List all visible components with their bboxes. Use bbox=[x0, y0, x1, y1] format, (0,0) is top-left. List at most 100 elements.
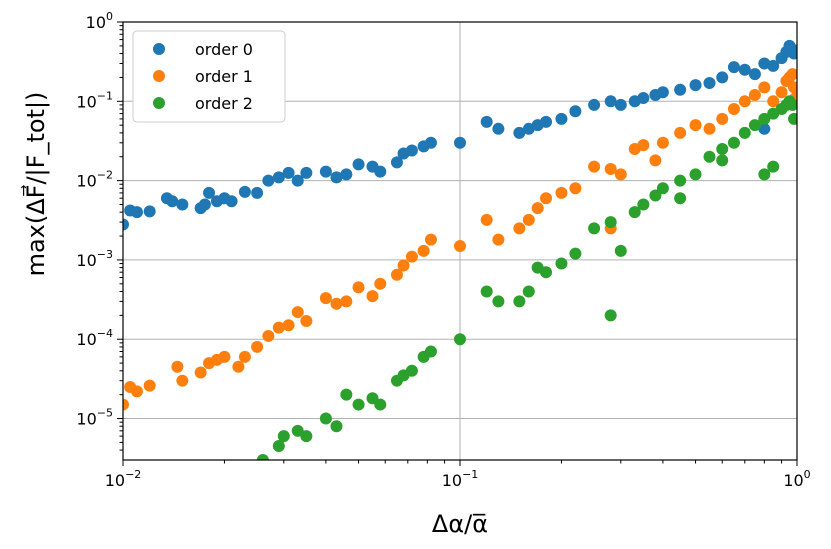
x-tick-label: 10−2 bbox=[105, 468, 142, 490]
y-tick-label: 100 bbox=[86, 10, 113, 32]
data-point bbox=[300, 430, 313, 443]
data-point bbox=[480, 115, 493, 128]
data-point bbox=[130, 206, 143, 219]
data-point bbox=[767, 59, 780, 72]
data-point bbox=[424, 233, 437, 246]
data-point bbox=[716, 143, 729, 156]
data-point bbox=[319, 292, 332, 305]
y-tick-label: 10−1 bbox=[76, 89, 113, 111]
data-point bbox=[272, 321, 285, 334]
data-point bbox=[727, 61, 740, 74]
data-point bbox=[656, 182, 669, 195]
data-point bbox=[716, 112, 729, 125]
data-point bbox=[352, 281, 365, 294]
data-point bbox=[232, 360, 245, 373]
data-point bbox=[555, 257, 568, 270]
data-point bbox=[738, 95, 751, 108]
data-point bbox=[522, 213, 535, 226]
data-point bbox=[748, 68, 761, 81]
data-point bbox=[130, 385, 143, 398]
y-tick-label: 10−3 bbox=[76, 248, 113, 270]
data-point bbox=[374, 398, 387, 411]
data-point bbox=[262, 329, 275, 342]
x-tick-label: 100 bbox=[783, 468, 810, 490]
data-point bbox=[614, 244, 627, 257]
data-point bbox=[786, 98, 797, 111]
y-tick-label: 10−4 bbox=[76, 327, 113, 349]
axis-ticks: 10−2 10−1 100 10−5 10−4 10−3 10−2 10−1 100 bbox=[76, 10, 810, 490]
data-point bbox=[424, 345, 437, 358]
y-tick-label: 10−5 bbox=[76, 407, 113, 429]
y-axis-label: max(ΔF⃗/|F_tot|) bbox=[21, 92, 50, 277]
data-point bbox=[604, 216, 617, 229]
data-point bbox=[522, 285, 535, 298]
data-point bbox=[492, 233, 505, 246]
data-point bbox=[637, 92, 650, 105]
data-point bbox=[569, 247, 582, 260]
data-point bbox=[656, 86, 669, 99]
data-point bbox=[319, 165, 332, 178]
data-point bbox=[540, 266, 553, 279]
data-point bbox=[513, 295, 526, 308]
x-axis-label: Δα/α̅ bbox=[432, 510, 488, 538]
data-point bbox=[716, 71, 729, 84]
data-point bbox=[738, 126, 751, 139]
data-point bbox=[604, 163, 617, 176]
data-point bbox=[569, 182, 582, 195]
data-point bbox=[454, 136, 466, 149]
data-point bbox=[397, 259, 410, 272]
data-point bbox=[251, 186, 264, 199]
data-point bbox=[758, 122, 771, 135]
data-point bbox=[758, 81, 771, 94]
data-point bbox=[330, 420, 343, 433]
data-point bbox=[492, 122, 505, 135]
data-point bbox=[758, 112, 771, 125]
data-point bbox=[555, 186, 568, 199]
data-point bbox=[282, 166, 295, 179]
data-point bbox=[340, 295, 353, 308]
data-point bbox=[218, 350, 231, 363]
y-tick-label: 10−2 bbox=[76, 169, 113, 191]
data-point bbox=[272, 171, 285, 184]
data-point bbox=[340, 168, 353, 181]
data-point bbox=[703, 77, 716, 90]
data-point bbox=[291, 306, 304, 319]
data-point bbox=[727, 102, 740, 115]
data-point bbox=[300, 314, 313, 327]
data-point bbox=[703, 122, 716, 135]
data-point bbox=[225, 195, 238, 208]
data-points bbox=[123, 39, 797, 460]
data-point bbox=[203, 186, 216, 199]
data-point bbox=[390, 268, 403, 281]
data-point bbox=[330, 171, 343, 184]
data-point bbox=[540, 115, 553, 128]
data-point bbox=[588, 160, 601, 173]
series-1 bbox=[123, 68, 797, 411]
data-point bbox=[291, 424, 304, 437]
data-point bbox=[614, 168, 627, 181]
data-point bbox=[689, 79, 702, 92]
data-point bbox=[194, 366, 207, 379]
data-point bbox=[272, 440, 285, 453]
data-point bbox=[123, 218, 129, 231]
data-point bbox=[689, 168, 702, 181]
data-point bbox=[513, 126, 526, 139]
data-point bbox=[767, 95, 780, 108]
legend-marker bbox=[153, 70, 165, 82]
data-point bbox=[604, 95, 617, 108]
data-point bbox=[656, 136, 669, 149]
data-point bbox=[492, 295, 505, 308]
data-point bbox=[374, 165, 387, 178]
data-point bbox=[788, 81, 797, 94]
legend-label: order 0 bbox=[195, 40, 253, 59]
data-point bbox=[540, 192, 553, 205]
data-point bbox=[238, 185, 251, 198]
data-point bbox=[480, 285, 493, 298]
data-point bbox=[352, 398, 365, 411]
x-tick-label: 10−1 bbox=[442, 468, 479, 490]
data-point bbox=[405, 364, 418, 377]
data-point bbox=[417, 244, 430, 257]
data-point bbox=[649, 154, 662, 167]
data-point bbox=[788, 47, 797, 60]
legend-box bbox=[132, 30, 286, 123]
